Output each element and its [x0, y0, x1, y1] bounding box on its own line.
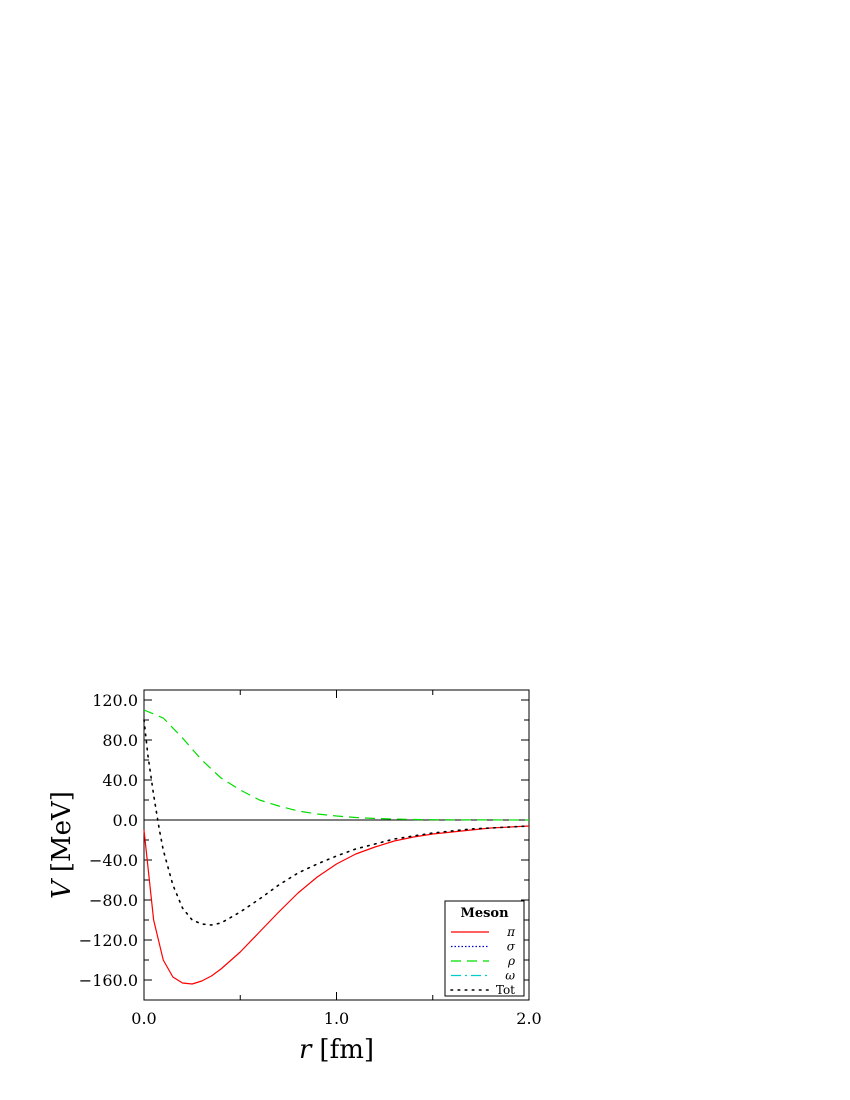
plot-area [143, 689, 530, 1001]
x-axis-unit: [fm] [319, 1035, 374, 1065]
x-tick-label: 2.0 [516, 1009, 541, 1028]
y-axis-label: V [MeV] [47, 791, 77, 899]
x-tick-label: 0.0 [131, 1009, 156, 1028]
y-tick-label: 120.0 [92, 691, 138, 710]
legend-title: Meson [460, 906, 509, 921]
y-tick-label: −40.0 [89, 851, 138, 870]
y-tick-label: 0.0 [113, 811, 138, 830]
y-axis-variable: V [47, 878, 77, 899]
y-axis-unit: [MeV] [47, 791, 77, 872]
y-tick-label: −160.0 [79, 971, 138, 990]
series-line-ρ [143, 709, 530, 821]
x-axis-label: r [fm] [299, 1035, 374, 1065]
legend-label: ω [505, 969, 515, 983]
series-line-Tot [143, 719, 530, 926]
x-tick-label: 1.0 [324, 1009, 349, 1028]
legend-label: ρ [507, 954, 515, 968]
series-layer [143, 709, 530, 985]
legend-label: σ [507, 940, 516, 954]
tick-labels: 0.0 1.0 2.0 120.0 80.0 40.0 0.0 −40.0 −80.0 −120.… [79, 691, 542, 1028]
axis-ticks [143, 690, 530, 1001]
legend-label: π [506, 925, 516, 939]
y-tick-label: 40.0 [102, 771, 138, 790]
y-tick-label: −80.0 [89, 891, 138, 910]
y-tick-label: −120.0 [79, 931, 138, 950]
series-line-π [143, 825, 530, 985]
legend-box [444, 900, 525, 997]
x-axis-variable: r [299, 1035, 313, 1065]
legend-label: Tot [496, 983, 515, 997]
y-tick-label: 80.0 [102, 731, 138, 750]
